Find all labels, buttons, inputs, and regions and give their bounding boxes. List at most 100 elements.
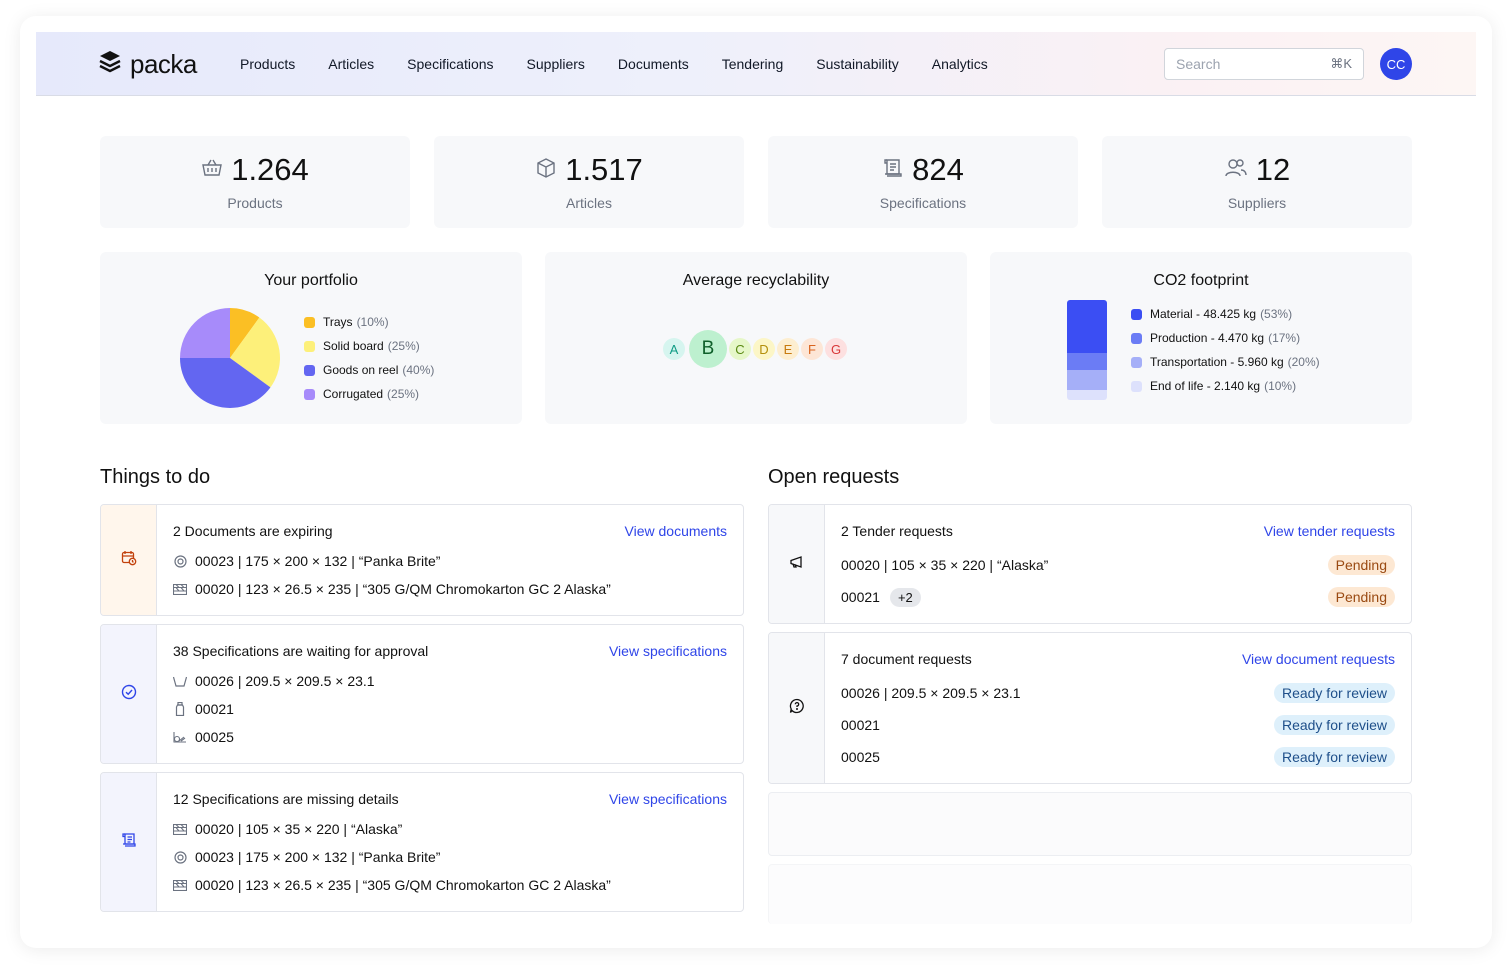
stat-card-articles[interactable]: 1.517 Articles (434, 136, 744, 228)
nav-articles[interactable]: Articles (328, 56, 375, 72)
list-item[interactable]: 00021 (173, 695, 727, 723)
table-row[interactable]: 00021 +2 Pending (841, 581, 1395, 613)
table-row[interactable]: 00021 Ready for review (841, 709, 1395, 741)
pie-slice-solid-board (230, 317, 280, 388)
co2-segment-transportation (1067, 370, 1107, 390)
view-documents-link[interactable]: View documents (624, 523, 727, 539)
legend-label: Goods on reel (323, 363, 399, 377)
list-item[interactable]: 00025 (173, 723, 727, 751)
portfolio-legend: Trays (10%) Solid board (25%) Goods on ree… (304, 310, 434, 406)
open-requests-title: Open requests (768, 466, 900, 488)
logo-text: packa (130, 49, 197, 79)
item-text: 00023 | 175 × 200 × 132 | “Panka Brite” (195, 553, 441, 569)
item-text: 00023 | 175 × 200 × 132 | “Panka Brite” (195, 849, 441, 865)
search-input[interactable] (1176, 56, 1306, 72)
target-icon (173, 850, 187, 864)
grade-d: D (753, 338, 775, 360)
legend-label: Production - 4.470 kg (1150, 331, 1265, 345)
users-icon (1224, 157, 1248, 184)
legend-swatch (1131, 308, 1142, 320)
list-item[interactable]: 00023 | 175 × 200 × 132 | “Panka Brite” (173, 843, 727, 871)
todo-item-specs-awaiting-approval: 38 Specifications are waiting for approv… (100, 624, 744, 764)
stat-card-products[interactable]: 1.264 Products (100, 136, 410, 228)
stat-label: Specifications (879, 195, 967, 211)
todo-side (101, 625, 157, 763)
legend-item: End of life - 2.140 kg (10%) (1131, 374, 1320, 398)
table-row[interactable]: 00020 | 105 × 35 × 220 | “Alaska” Pending (841, 549, 1395, 581)
table-row[interactable]: 00025 Ready for review (841, 741, 1395, 773)
grade-c: C (729, 338, 751, 360)
target-icon (173, 554, 187, 568)
nav-tendering[interactable]: Tendering (721, 56, 784, 72)
legend-label: Trays (323, 315, 353, 329)
item-text: 00026 | 209.5 × 209.5 × 23.1 (195, 673, 375, 689)
legend-swatch (1131, 332, 1142, 344)
stat-label: Articles (566, 195, 612, 211)
reel-icon (173, 731, 187, 743)
user-avatar[interactable]: CC (1380, 48, 1412, 80)
megaphone-icon (789, 555, 805, 574)
row-text: 00021 (841, 589, 880, 605)
board-icon (173, 879, 187, 891)
logo-stack-icon (98, 49, 122, 80)
co2-segment-end-of-life (1067, 390, 1107, 400)
nav-products[interactable]: Products (240, 56, 296, 72)
co2-title: CO2 footprint (1153, 272, 1249, 289)
todo-title: 12 Specifications are missing details (173, 791, 399, 807)
stat-value: 1.264 (231, 152, 309, 187)
list-item[interactable]: 00020 | 123 × 26.5 × 235 | “305 G/QM Chr… (173, 871, 727, 899)
list-item[interactable]: 00026 | 209.5 × 209.5 × 23.1 (173, 667, 727, 695)
legend-pct: (25%) (387, 339, 420, 353)
item-text: 00020 | 123 × 26.5 × 235 | “305 G/QM Chr… (195, 877, 611, 893)
nav-specifications[interactable]: Specifications (407, 56, 494, 72)
co2-segment-production (1067, 353, 1107, 370)
search-box[interactable]: ⌘K (1164, 48, 1364, 80)
list-item[interactable]: 00020 | 123 × 26.5 × 235 | “305 G/QM Chr… (173, 575, 727, 603)
logo[interactable]: packa (98, 49, 197, 80)
nav-analytics[interactable]: Analytics (931, 56, 988, 72)
app-frame: packa Products Articles Specifications S… (20, 16, 1492, 948)
nav-documents[interactable]: Documents (617, 56, 689, 72)
request-title: 7 document requests (841, 651, 972, 667)
check-circle-icon (121, 684, 137, 705)
grade-a: A (663, 338, 685, 360)
todo-side (101, 773, 157, 911)
document-requests-card: 7 document requests View document request… (768, 632, 1412, 784)
nav-sustainability[interactable]: Sustainability (816, 56, 899, 72)
view-tender-requests-link[interactable]: View tender requests (1263, 523, 1395, 539)
table-row[interactable]: 00026 | 209.5 × 209.5 × 23.1 Ready for re… (841, 677, 1395, 709)
stat-value: 12 (1255, 152, 1291, 187)
todo-item-specs-missing-details: 12 Specifications are missing details Vie… (100, 772, 744, 912)
legend-pct: (25%) (387, 387, 420, 401)
stat-card-suppliers[interactable]: 12 Suppliers (1102, 136, 1412, 228)
more-count-badge[interactable]: +2 (889, 587, 921, 607)
stat-label: Products (227, 195, 283, 211)
nav-suppliers[interactable]: Suppliers (526, 56, 585, 72)
view-specifications-link[interactable]: View specifications (608, 643, 727, 659)
view-specifications-link[interactable]: View specifications (608, 791, 727, 807)
todo-title: 2 Documents are expiring (173, 523, 333, 539)
list-item[interactable]: 00023 | 175 × 200 × 132 | “Panka Brite” (173, 547, 727, 575)
legend-pct: (10%) (1264, 379, 1297, 393)
list-item[interactable]: 00020 | 105 × 35 × 220 | “Alaska” (173, 815, 727, 843)
calendar-clock-icon (121, 550, 137, 571)
grade-f: F (801, 338, 823, 360)
tender-requests-card: 2 Tender requests View tender requests 00… (768, 504, 1412, 624)
co2-card: CO2 footprint Material - 48.425 kg (53%) … (990, 252, 1412, 424)
view-document-requests-link[interactable]: View document requests (1241, 651, 1395, 667)
legend-item: Corrugated (25%) (304, 382, 434, 406)
co2-stacked-bar (1067, 300, 1107, 400)
legend-item: Material - 48.425 kg (53%) (1131, 302, 1320, 326)
item-text: 00020 | 105 × 35 × 220 | “Alaska” (195, 821, 403, 837)
legend-item: Trays (10%) (304, 310, 434, 334)
grade-b: B (689, 330, 727, 368)
status-badge: Pending (1327, 587, 1395, 607)
pie-slice-goods-on-reel (180, 358, 271, 408)
legend-swatch (304, 364, 315, 376)
legend-swatch (304, 388, 315, 400)
portfolio-pie-chart (180, 308, 280, 408)
stat-card-specifications[interactable]: 824 Specifications (768, 136, 1078, 228)
request-title: 2 Tender requests (841, 523, 953, 539)
